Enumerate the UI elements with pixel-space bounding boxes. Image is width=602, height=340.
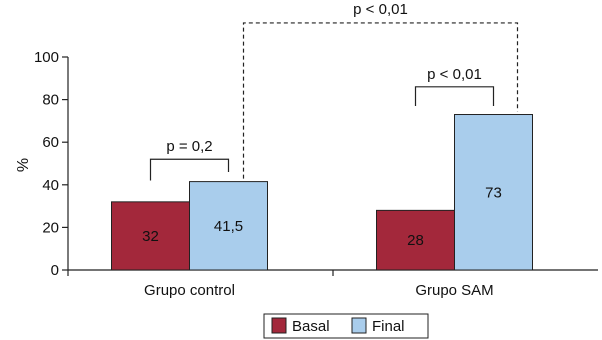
x-category-label: Grupo control — [144, 282, 235, 299]
y-axis-title: % — [15, 158, 32, 172]
bar-basal — [376, 209, 455, 271]
bar-final — [454, 114, 533, 271]
bracket-control — [149, 158, 230, 181]
y-tick-label: 80 — [42, 92, 59, 109]
bracket-final-comparison — [242, 22, 519, 179]
significance-label: p < 0,01 — [427, 66, 482, 83]
legend-box — [263, 313, 429, 339]
data-label: 73 — [485, 184, 502, 201]
significance-label: p = 0,2 — [166, 138, 212, 155]
bars-group: 32 41,5 28 73 — [111, 114, 533, 271]
significance-label: p < 0,01 — [353, 1, 408, 18]
legend-label: Basal — [292, 318, 330, 335]
x-axis: Grupo control Grupo SAM — [67, 269, 598, 299]
bar-final — [189, 181, 268, 271]
legend: Basal Final — [263, 313, 429, 339]
legend-swatch — [351, 317, 367, 334]
y-axis: 0 20 40 60 80 100 — [34, 49, 69, 279]
y-tick-label: 100 — [34, 49, 59, 66]
legend-swatch — [271, 317, 287, 334]
x-category-label: Grupo SAM — [415, 282, 493, 299]
y-tick-label: 0 — [51, 262, 59, 279]
significance-brackets: p = 0,2 p < 0,01 p < 0,01 — [149, 1, 519, 181]
y-tick-label: 60 — [42, 134, 59, 151]
y-tick-label: 40 — [42, 177, 59, 194]
y-tick-label: 20 — [42, 219, 59, 236]
data-label: 32 — [142, 228, 159, 245]
legend-label: Final — [372, 318, 405, 335]
bracket-sam — [414, 86, 495, 106]
data-label: 28 — [407, 232, 424, 249]
data-label: 41,5 — [214, 218, 243, 235]
